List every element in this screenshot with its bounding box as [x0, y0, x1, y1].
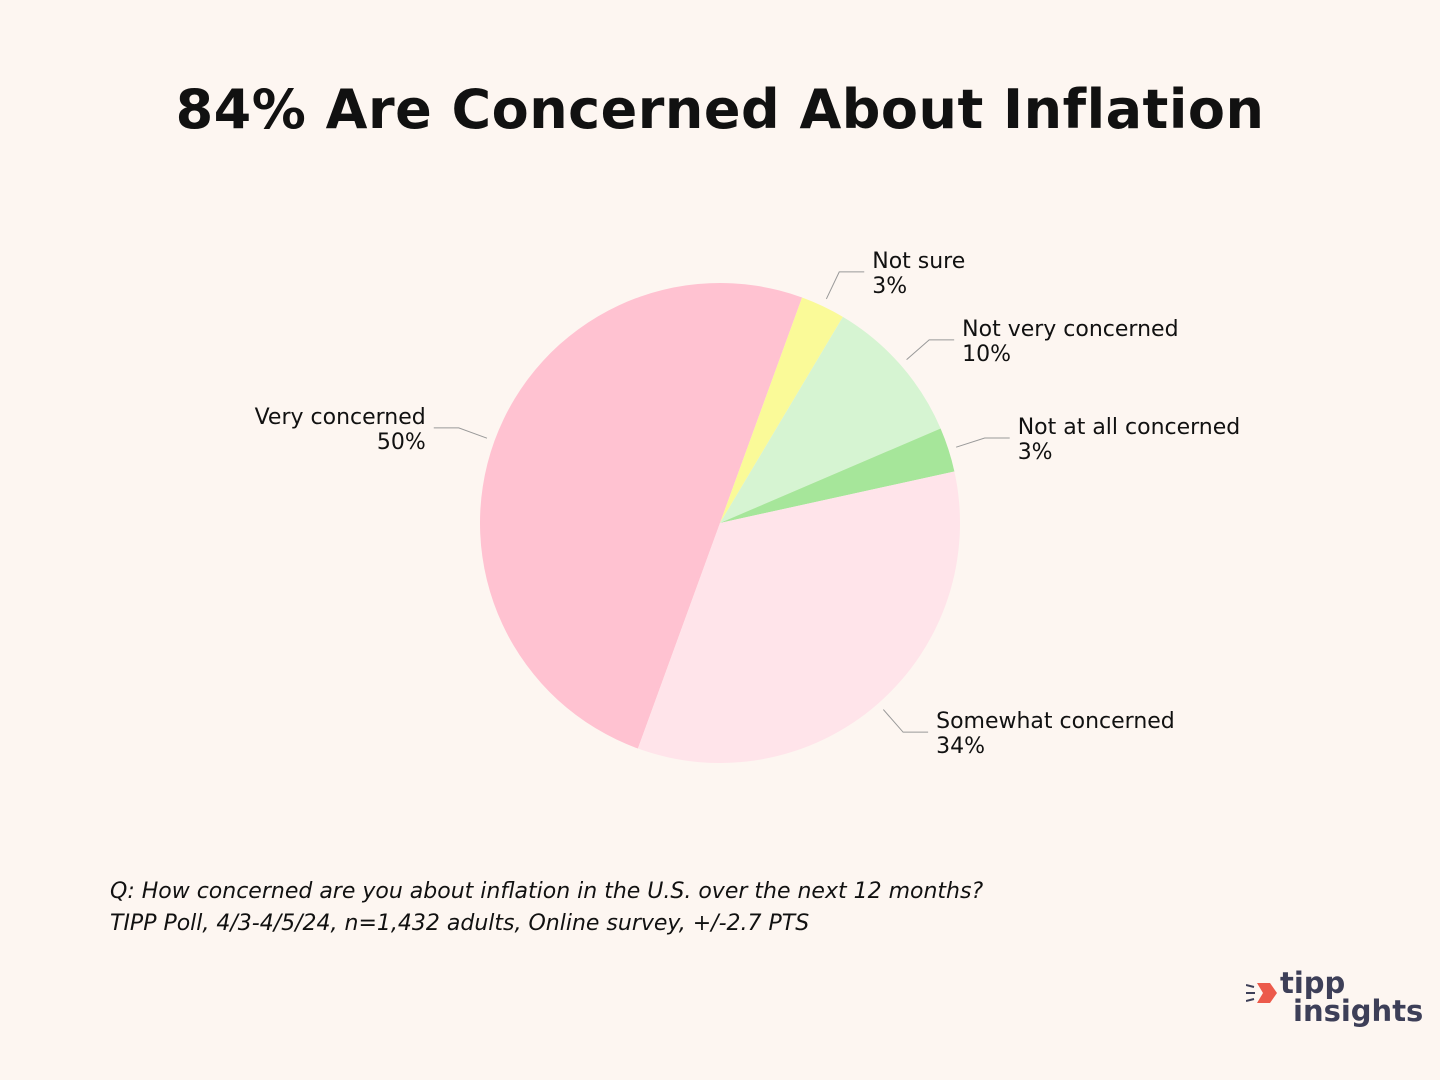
footnote-source: TIPP Poll, 4/3-4/5/24, n=1,432 adults, O…	[110, 911, 810, 936]
leader-line-very-concerned	[433, 427, 488, 439]
pie-slice-not-sure	[720, 297, 843, 523]
tipp-insights-logo-mark-icon	[1246, 983, 1277, 1003]
tipp-insights-logo: tipp insights	[1246, 969, 1426, 1035]
slice-label-not-very-concerned: Not very concerned	[962, 317, 1178, 342]
slice-label-not-sure: Not sure	[872, 249, 965, 274]
pie-slices	[480, 283, 961, 764]
pie-slice-very-concerned	[480, 283, 803, 749]
pie-slice-not-at-all-concerned	[720, 428, 955, 523]
leader-line-somewhat-concerned	[882, 709, 929, 733]
leader-line-not-at-all-concerned	[955, 437, 1010, 448]
leader-line-not-sure	[825, 271, 865, 300]
logo-line-2: insights	[1293, 994, 1424, 1028]
pie-slice-not-very-concerned	[720, 316, 941, 523]
slice-value-not-at-all-concerned: 3%	[1018, 440, 1053, 465]
logo-line-1: tipp	[1280, 966, 1346, 1000]
slice-label-somewhat-concerned: Somewhat concerned	[936, 709, 1175, 734]
leader-lines	[433, 271, 1010, 733]
slice-value-very-concerned: 50%	[377, 430, 426, 455]
slice-label-not-at-all-concerned: Not at all concerned	[1018, 415, 1241, 440]
slice-value-not-very-concerned: 10%	[962, 342, 1011, 367]
slice-label-very-concerned: Very concerned	[255, 405, 426, 430]
footnote: Q: How concerned are you about inflation…	[110, 876, 983, 940]
logo-wordmark: tipp insights	[1280, 966, 1424, 1028]
slice-value-not-sure: 3%	[872, 274, 907, 299]
chart-title: 84% Are Concerned About Inflation	[175, 78, 1265, 141]
pie-slice-somewhat-concerned	[637, 471, 961, 764]
slice-value-somewhat-concerned: 34%	[936, 734, 985, 759]
leader-line-not-very-concerned	[906, 339, 955, 361]
footnote-question: Q: How concerned are you about inflation…	[110, 879, 984, 904]
